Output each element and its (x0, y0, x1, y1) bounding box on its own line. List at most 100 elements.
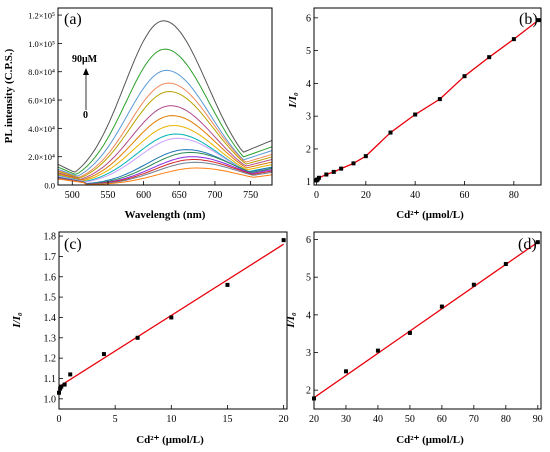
panel-c-data-point (281, 238, 286, 243)
panel-b-ylabel: I/I₀ (287, 92, 299, 109)
panel-b-data-point (324, 172, 329, 177)
panel-d-xtick-label: 60 (437, 414, 447, 425)
panel-b-label: (b) (519, 11, 538, 28)
panel-d-ytick-label: 6 (306, 235, 311, 246)
panel-d-data-point (471, 282, 476, 287)
panel-d-data-point (535, 240, 540, 245)
panel-c-data-point (225, 282, 230, 287)
panel-c-data-point (135, 335, 140, 340)
panel-c-xtick-label: 5 (113, 414, 118, 425)
panel-b-ytick-label: 1 (306, 177, 311, 188)
panel-c-frame (58, 231, 288, 410)
panel-a-curves (57, 20, 273, 186)
panel-a-arrow-head (83, 68, 89, 75)
spectrum-series-1 (57, 48, 273, 175)
spectrum-series-6 (57, 115, 273, 181)
panel-b-data-point (316, 175, 321, 180)
panel-b-data-point (331, 169, 336, 174)
panel-d-xtick-label: 80 (501, 414, 511, 425)
panel-a-annotation-bottom: 0 (83, 110, 88, 121)
panel-b-xlabel: Cd²⁺ (μmol/L) (396, 209, 464, 221)
panel-a-xtick-label: 650 (172, 190, 187, 201)
panel-a-xtick-label: 750 (243, 190, 258, 201)
panel-c-ytick-label: 1.2 (44, 354, 57, 365)
panel-b-fit-line (390, 114, 416, 134)
panel-b-frame (313, 7, 542, 186)
panel-a-ytick-label: 8.0×10⁴ (28, 67, 55, 77)
panel-b-fit-line (340, 162, 354, 170)
spectrum-series-5 (57, 105, 273, 180)
panel-b-ticks: 0 20 40 60 80 1 2 3 4 5 6 (306, 13, 519, 201)
panel-a-xlabel: Wavelength (nm) (125, 209, 206, 221)
panel-d-fit-line (313, 241, 539, 399)
panel-d-ytick-label: 2 (306, 386, 311, 397)
panel-b-data-point (413, 112, 418, 117)
panel-b-data-point (511, 37, 516, 42)
panel-c-xtick-label: 20 (279, 414, 289, 425)
panel-b-data-point (363, 154, 368, 159)
panel-c-label: (c) (64, 236, 82, 253)
panel-c-fit-line (58, 243, 284, 388)
panel-c-ytick-label: 1.8 (44, 232, 57, 243)
panel-b-fit-line (488, 38, 515, 58)
panel-b-xtick-label: 40 (410, 190, 420, 201)
panel-b-fit-line (439, 75, 465, 100)
panel-b-xtick-label: 20 (361, 190, 371, 201)
panel-c-data-point (101, 352, 106, 357)
panel-c-ytick-label: 1.0 (44, 394, 57, 405)
panel-d-data-point (375, 348, 380, 353)
panel-a-label: (a) (64, 11, 82, 28)
panel-a-xtick-label: 550 (100, 190, 115, 201)
panel-b-data-point (487, 55, 492, 60)
panel-b-fit-line (353, 155, 367, 164)
panel-c: 0 5 10 15 201.01.11.21.31.41.51.61.71.8 (c) … (11, 231, 289, 446)
spectrum-series-2 (57, 69, 273, 177)
panel-d-ytick-label: 3 (306, 348, 311, 359)
panel-a-ytick-label: 2.0×10⁴ (28, 152, 55, 162)
panel-d-frame (313, 231, 542, 410)
panel-b-data-point (388, 130, 393, 135)
panel-a-annotation-top: 90μM (72, 54, 98, 65)
panel-d-label: (d) (518, 236, 537, 253)
panel-d-xtick-label: 70 (469, 414, 479, 425)
panel-b-data-point (462, 74, 467, 79)
panel-a: 500 550 600 650 700 750 0.0 2.0×10⁴ 4.0×10⁴ 6.0×1… (3, 7, 273, 221)
panel-d-data-point (407, 330, 412, 335)
panel-d-data-point (503, 262, 508, 267)
panel-d-xtick-label: 20 (309, 414, 319, 425)
panel-a-ylabel: PL intensity (C.P.S.) (3, 48, 15, 143)
panel-c-ylabel: I/I₀ (11, 312, 23, 329)
panel-b-fit-line (414, 98, 441, 116)
panel-b-ytick-label: 4 (306, 79, 311, 90)
panel-a-xtick-label: 700 (207, 190, 222, 201)
spectrum-series-0 (57, 20, 273, 173)
panel-b-fit-line (513, 19, 539, 40)
panel-b-ytick-label: 2 (306, 144, 311, 155)
spectrum-series-15 (57, 167, 273, 186)
panel-d-xtick-label: 90 (533, 414, 543, 425)
panel-d-data-point (343, 369, 348, 374)
panel-d-ytick-label: 4 (306, 310, 311, 321)
spectrum-series-9 (57, 137, 273, 183)
panel-c-ytick-label: 1.6 (44, 272, 57, 283)
panel-c-ytick-label: 1.7 (44, 252, 57, 263)
panel-b-fit-line (464, 56, 490, 77)
panel-c-data (57, 238, 286, 395)
panel-a-xtick-label: 500 (65, 190, 80, 201)
panel-d-ylabel: I/I₀ (285, 312, 297, 329)
panel-b-ytick-label: 3 (306, 112, 311, 123)
panel-c-data-point (58, 386, 63, 391)
panel-d-ticks: 20 30 40 50 60 70 80 90 2 3 4 5 6 (306, 235, 543, 425)
panel-d-xlabel: Cd²⁺ (μmol/L) (396, 434, 464, 446)
panel-b-data-point (351, 161, 356, 166)
panel-b-fit-line (365, 132, 391, 157)
spectrum-series-7 (57, 125, 273, 182)
panel-b-xtick-label: 0 (314, 190, 319, 201)
panel-d-xtick-label: 40 (373, 414, 383, 425)
panel-d-ytick-label: 5 (306, 273, 311, 284)
panel-c-ticks: 0 5 10 15 20 1.0 1.1 1.2 1.3 1.4 1.5 1.6 1.7 1.8 (44, 232, 289, 425)
panel-b-ytick-label: 5 (306, 46, 311, 57)
panel-d-data-point (439, 304, 444, 309)
spectrum-series-4 (57, 90, 273, 179)
